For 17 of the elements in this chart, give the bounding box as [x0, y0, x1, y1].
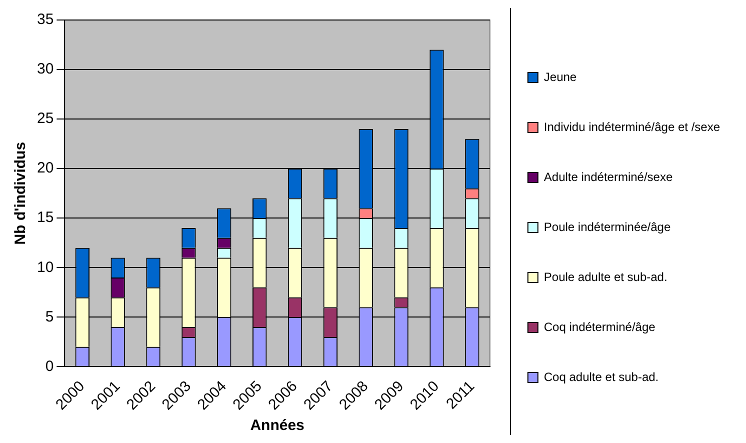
y-tick-label: 20	[36, 160, 54, 177]
y-tick-label: 15	[36, 209, 54, 226]
legend-label: Coq indéterminé/âge	[544, 320, 656, 334]
y-tick-label: 30	[36, 60, 54, 78]
y-tick-label: 0	[45, 358, 54, 375]
legend-label: Poule indéterminée/âge	[544, 220, 671, 234]
y-tick-label: 5	[45, 308, 54, 326]
legend-label: Coq adulte et sub-ad.	[544, 370, 659, 384]
legend-label: Poule adulte et sub-ad.	[544, 270, 668, 284]
legend-label: Individu indéterminé/âge et /sexe	[544, 120, 720, 134]
y-tick-label: 10	[36, 258, 54, 276]
legend-label: Jeune	[544, 70, 577, 84]
y-axis-title: Nb d'individus	[12, 142, 30, 245]
y-tick-label: 35	[36, 11, 54, 28]
legend-label: Adulte indéterminé/sexe	[544, 170, 673, 184]
y-tick-label: 25	[36, 110, 54, 128]
x-axis-title: Années	[250, 417, 304, 434]
